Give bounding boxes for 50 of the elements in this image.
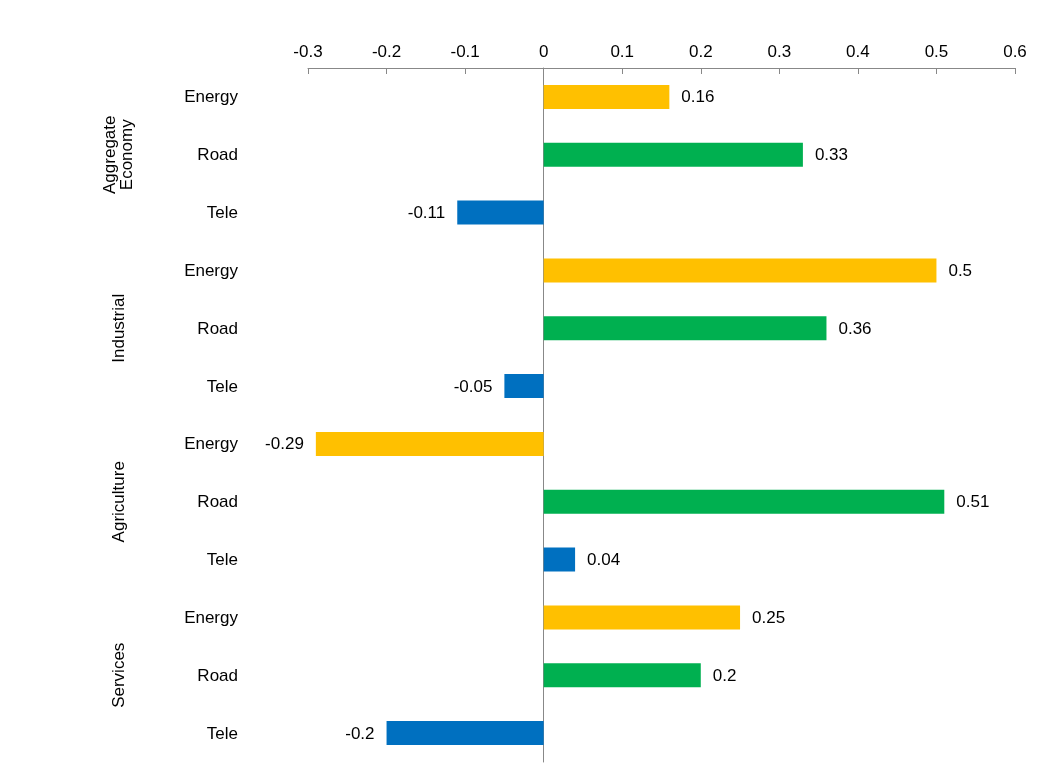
bar <box>543 258 937 283</box>
data-label: 0.16 <box>681 87 715 107</box>
data-label: 0.04 <box>587 550 621 570</box>
y-tick-label: Tele <box>206 550 238 570</box>
data-label: 0.36 <box>838 318 872 338</box>
bar <box>457 200 544 225</box>
bar <box>543 547 576 572</box>
y-tick-label: Tele <box>206 376 238 396</box>
data-label: -0.29 <box>265 434 304 454</box>
x-tick-label: -0.1 <box>450 42 480 61</box>
bar <box>315 431 544 456</box>
y-tick-label: Energy <box>184 260 239 280</box>
text: Industrial <box>108 293 128 363</box>
y-tick-label: Energy <box>184 434 239 454</box>
bar <box>543 663 701 688</box>
x-tick-label: 0.3 <box>767 42 792 61</box>
bar <box>543 316 827 341</box>
x-tick-label: -0.2 <box>371 42 402 61</box>
x-tick-label: -0.3 <box>293 42 323 61</box>
y-tick-label: Road <box>197 492 238 512</box>
bar <box>543 605 741 630</box>
data-label: 0.2 <box>712 665 737 685</box>
data-label: 0.25 <box>752 607 786 627</box>
data-label: -0.2 <box>345 723 375 743</box>
data-label: 0.33 <box>814 145 848 165</box>
text: Aggregate Economy <box>100 115 136 194</box>
x-tick-label: 0.5 <box>924 42 949 61</box>
data-label: -0.11 <box>407 203 446 223</box>
bar <box>386 721 544 746</box>
text: Services <box>108 642 128 708</box>
y-tick-label: Road <box>197 318 238 338</box>
x-tick-label: 0.4 <box>846 42 870 61</box>
bar <box>543 489 945 514</box>
y-tick-label: Energy <box>184 87 239 107</box>
data-label: 0.5 <box>948 260 973 280</box>
y-tick-label: Road <box>197 665 238 685</box>
bar <box>504 374 544 399</box>
y-tick-label: Energy <box>184 607 239 627</box>
text: Agriculture <box>108 461 128 543</box>
y-tick-label: Tele <box>206 723 238 743</box>
x-tick-label: 0.6 <box>1003 42 1027 61</box>
data-label: -0.05 <box>453 376 493 396</box>
x-tick-label: 0.2 <box>688 42 713 61</box>
data-label: 0.51 <box>956 492 990 512</box>
y-tick-label: Tele <box>206 203 238 223</box>
x-tick-label: 0 <box>538 42 549 61</box>
bar <box>543 142 803 167</box>
y-tick-label: Road <box>197 145 238 165</box>
bar <box>543 84 670 109</box>
x-tick-label: 0.1 <box>610 42 635 61</box>
